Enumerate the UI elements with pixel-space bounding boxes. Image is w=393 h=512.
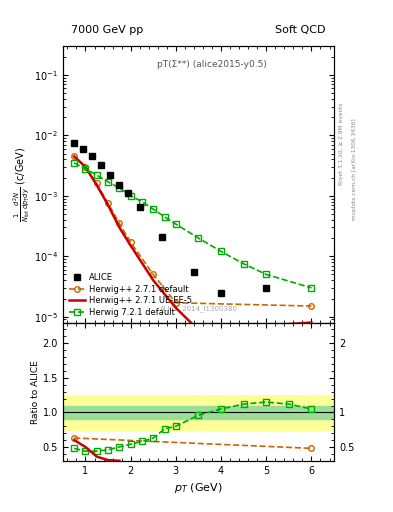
Y-axis label: Ratio to ALICE: Ratio to ALICE <box>31 360 40 423</box>
Herwig++ 2.7.1 UE-EE-5 <box>117 224 122 230</box>
ALICE <box>264 285 269 291</box>
Text: Soft QCD: Soft QCD <box>275 25 326 35</box>
Herwig++ 2.7.1 UE-EE-5 <box>309 319 314 326</box>
Herwig++ 2.7.1 UE-EE-5 <box>72 153 77 159</box>
Herwig++ 2.7.1 default <box>117 220 122 226</box>
Herwig++ 2.7.1 default <box>72 153 77 159</box>
ALICE <box>192 269 196 275</box>
Line: Herwig++ 2.7.1 default: Herwig++ 2.7.1 default <box>72 154 314 309</box>
Herwig 7.2.1 default <box>106 179 110 185</box>
Line: Herwig++ 2.7.1 UE-EE-5: Herwig++ 2.7.1 UE-EE-5 <box>74 156 311 330</box>
Bar <box>63 395 334 430</box>
Herwig++ 2.7.1 default <box>129 239 133 245</box>
Herwig 7.2.1 default <box>174 221 178 227</box>
Herwig++ 2.7.1 default <box>151 271 156 278</box>
Herwig++ 2.7.1 UE-EE-5 <box>106 202 110 208</box>
Herwig 7.2.1 default <box>241 261 246 267</box>
Text: Rivet 3.1.10, ≥ 2.9M events: Rivet 3.1.10, ≥ 2.9M events <box>339 102 344 185</box>
ALICE <box>90 153 95 159</box>
Herwig++ 2.7.1 UE-EE-5 <box>94 182 99 188</box>
Bar <box>63 406 334 419</box>
Herwig++ 2.7.1 default <box>83 164 88 170</box>
Herwig++ 2.7.1 default <box>174 300 178 306</box>
Herwig++ 2.7.1 default <box>94 180 99 186</box>
Herwig 7.2.1 default <box>162 214 167 220</box>
Herwig 7.2.1 default <box>264 271 269 278</box>
Herwig++ 2.7.1 UE-EE-5 <box>151 277 156 283</box>
ALICE <box>99 162 104 168</box>
Text: mcplots.cern.ch [arXiv:1306.3436]: mcplots.cern.ch [arXiv:1306.3436] <box>352 118 357 220</box>
Text: 7000 GeV pp: 7000 GeV pp <box>71 25 143 35</box>
Herwig 7.2.1 default <box>72 160 77 166</box>
ALICE <box>219 290 223 296</box>
Herwig 7.2.1 default <box>196 235 201 241</box>
Herwig++ 2.7.1 default <box>309 303 314 309</box>
Herwig++ 2.7.1 UE-EE-5 <box>196 327 201 333</box>
Herwig++ 2.7.1 UE-EE-5 <box>83 164 88 170</box>
Herwig++ 2.7.1 UE-EE-5 <box>129 243 133 249</box>
Line: ALICE: ALICE <box>71 139 270 296</box>
Herwig 7.2.1 default <box>117 185 122 191</box>
ALICE <box>81 146 86 152</box>
Herwig 7.2.1 default <box>219 248 223 254</box>
Herwig 7.2.1 default <box>83 166 88 172</box>
ALICE <box>138 204 142 210</box>
Herwig++ 2.7.1 UE-EE-5 <box>174 305 178 311</box>
Text: ALICE_2014_I1300380: ALICE_2014_I1300380 <box>160 305 237 311</box>
Herwig 7.2.1 default <box>140 199 144 205</box>
Line: Herwig 7.2.1 default: Herwig 7.2.1 default <box>72 160 314 291</box>
ALICE <box>72 140 77 146</box>
ALICE <box>126 190 131 197</box>
Herwig 7.2.1 default <box>94 172 99 178</box>
X-axis label: $p_T$ (GeV): $p_T$ (GeV) <box>174 481 223 495</box>
ALICE <box>117 182 122 188</box>
Herwig 7.2.1 default <box>129 193 133 199</box>
Text: pT(Σ**) (alice2015-y0.5): pT(Σ**) (alice2015-y0.5) <box>157 60 267 69</box>
ALICE <box>160 233 165 240</box>
ALICE <box>108 172 113 178</box>
Herwig 7.2.1 default <box>309 285 314 291</box>
Herwig++ 2.7.1 default <box>106 200 110 206</box>
Legend: ALICE, Herwig++ 2.7.1 default, Herwig++ 2.7.1 UE-EE-5, Herwig 7.2.1 default: ALICE, Herwig++ 2.7.1 default, Herwig++ … <box>67 271 193 318</box>
Y-axis label: $\frac{1}{N_{tot}}\frac{d^2N}{dp_{T}dy}$ (c/GeV): $\frac{1}{N_{tot}}\frac{d^2N}{dp_{T}dy}$… <box>12 146 33 222</box>
Herwig 7.2.1 default <box>151 206 156 212</box>
